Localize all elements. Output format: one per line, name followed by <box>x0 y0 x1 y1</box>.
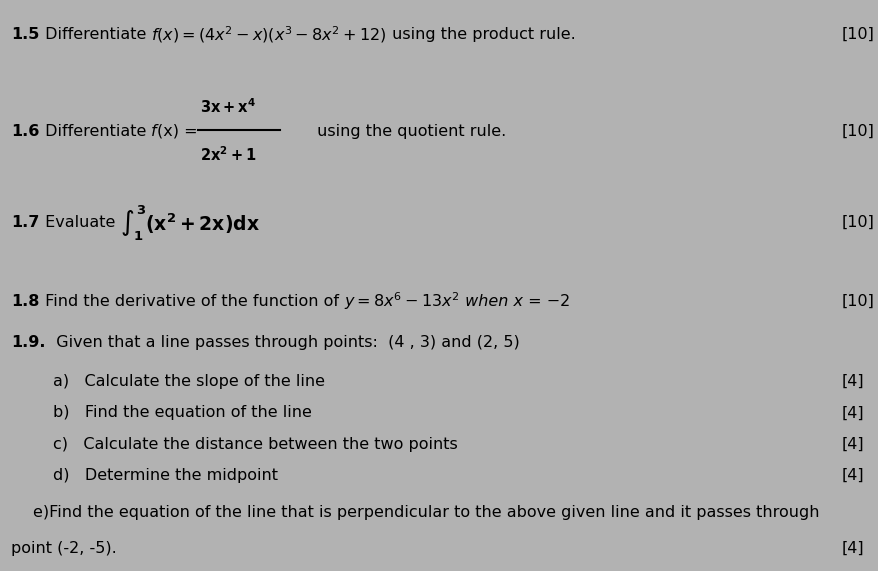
Text: 1.8: 1.8 <box>11 294 40 309</box>
Text: Evaluate: Evaluate <box>40 215 120 230</box>
Text: [10]: [10] <box>841 124 874 139</box>
Text: Differentiate: Differentiate <box>40 124 151 139</box>
Text: = −2: = −2 <box>522 294 569 309</box>
Text: $\mathbf{2x^2+1}$: $\mathbf{2x^2+1}$ <box>200 145 256 163</box>
Text: [10]: [10] <box>841 215 874 230</box>
Text: Given that a line passes through points:  (4 , 3) and (2, 5): Given that a line passes through points:… <box>46 335 519 350</box>
Text: Differentiate: Differentiate <box>40 27 151 42</box>
Text: 1.5: 1.5 <box>11 27 40 42</box>
Text: [10]: [10] <box>841 27 874 42</box>
Text: d)   Determine the midpoint: d) Determine the midpoint <box>53 468 277 483</box>
Text: when x: when x <box>459 294 522 309</box>
Text: $y = 8x^6 - 13x^2$: $y = 8x^6 - 13x^2$ <box>343 291 459 312</box>
Text: (x) =: (x) = <box>157 124 198 139</box>
Text: f: f <box>151 124 157 139</box>
Text: point (-2, -5).: point (-2, -5). <box>11 541 117 556</box>
Text: [10]: [10] <box>841 294 874 309</box>
Text: 1.7: 1.7 <box>11 215 40 230</box>
Text: a)   Calculate the slope of the line: a) Calculate the slope of the line <box>53 374 324 389</box>
Text: b)   Find the equation of the line: b) Find the equation of the line <box>53 405 312 420</box>
Text: $f(x) = (4x^2 - x)(x^3 - 8x^2 + 12)$: $f(x) = (4x^2 - x)(x^3 - 8x^2 + 12)$ <box>151 24 386 45</box>
Text: [4]: [4] <box>841 374 864 389</box>
Text: e)Find the equation of the line that is perpendicular to the above given line an: e)Find the equation of the line that is … <box>33 505 819 520</box>
Text: c)   Calculate the distance between the two points: c) Calculate the distance between the tw… <box>53 437 457 452</box>
Text: [4]: [4] <box>841 405 864 420</box>
Text: 1.6: 1.6 <box>11 124 40 139</box>
Text: using the product rule.: using the product rule. <box>386 27 575 42</box>
Text: $\mathbf{\int_1^3}$$\mathbf{(x^2 + 2x)dx}$: $\mathbf{\int_1^3}$$\mathbf{(x^2 + 2x)dx… <box>120 203 260 243</box>
Text: [4]: [4] <box>841 541 864 556</box>
Text: using the quotient rule.: using the quotient rule. <box>312 124 506 139</box>
Text: $\mathbf{3x+x^4}$: $\mathbf{3x+x^4}$ <box>200 98 256 116</box>
Text: Find the derivative of the function of: Find the derivative of the function of <box>40 294 343 309</box>
Text: [4]: [4] <box>841 437 864 452</box>
Text: [4]: [4] <box>841 468 864 483</box>
Text: 1.9.: 1.9. <box>11 335 46 350</box>
